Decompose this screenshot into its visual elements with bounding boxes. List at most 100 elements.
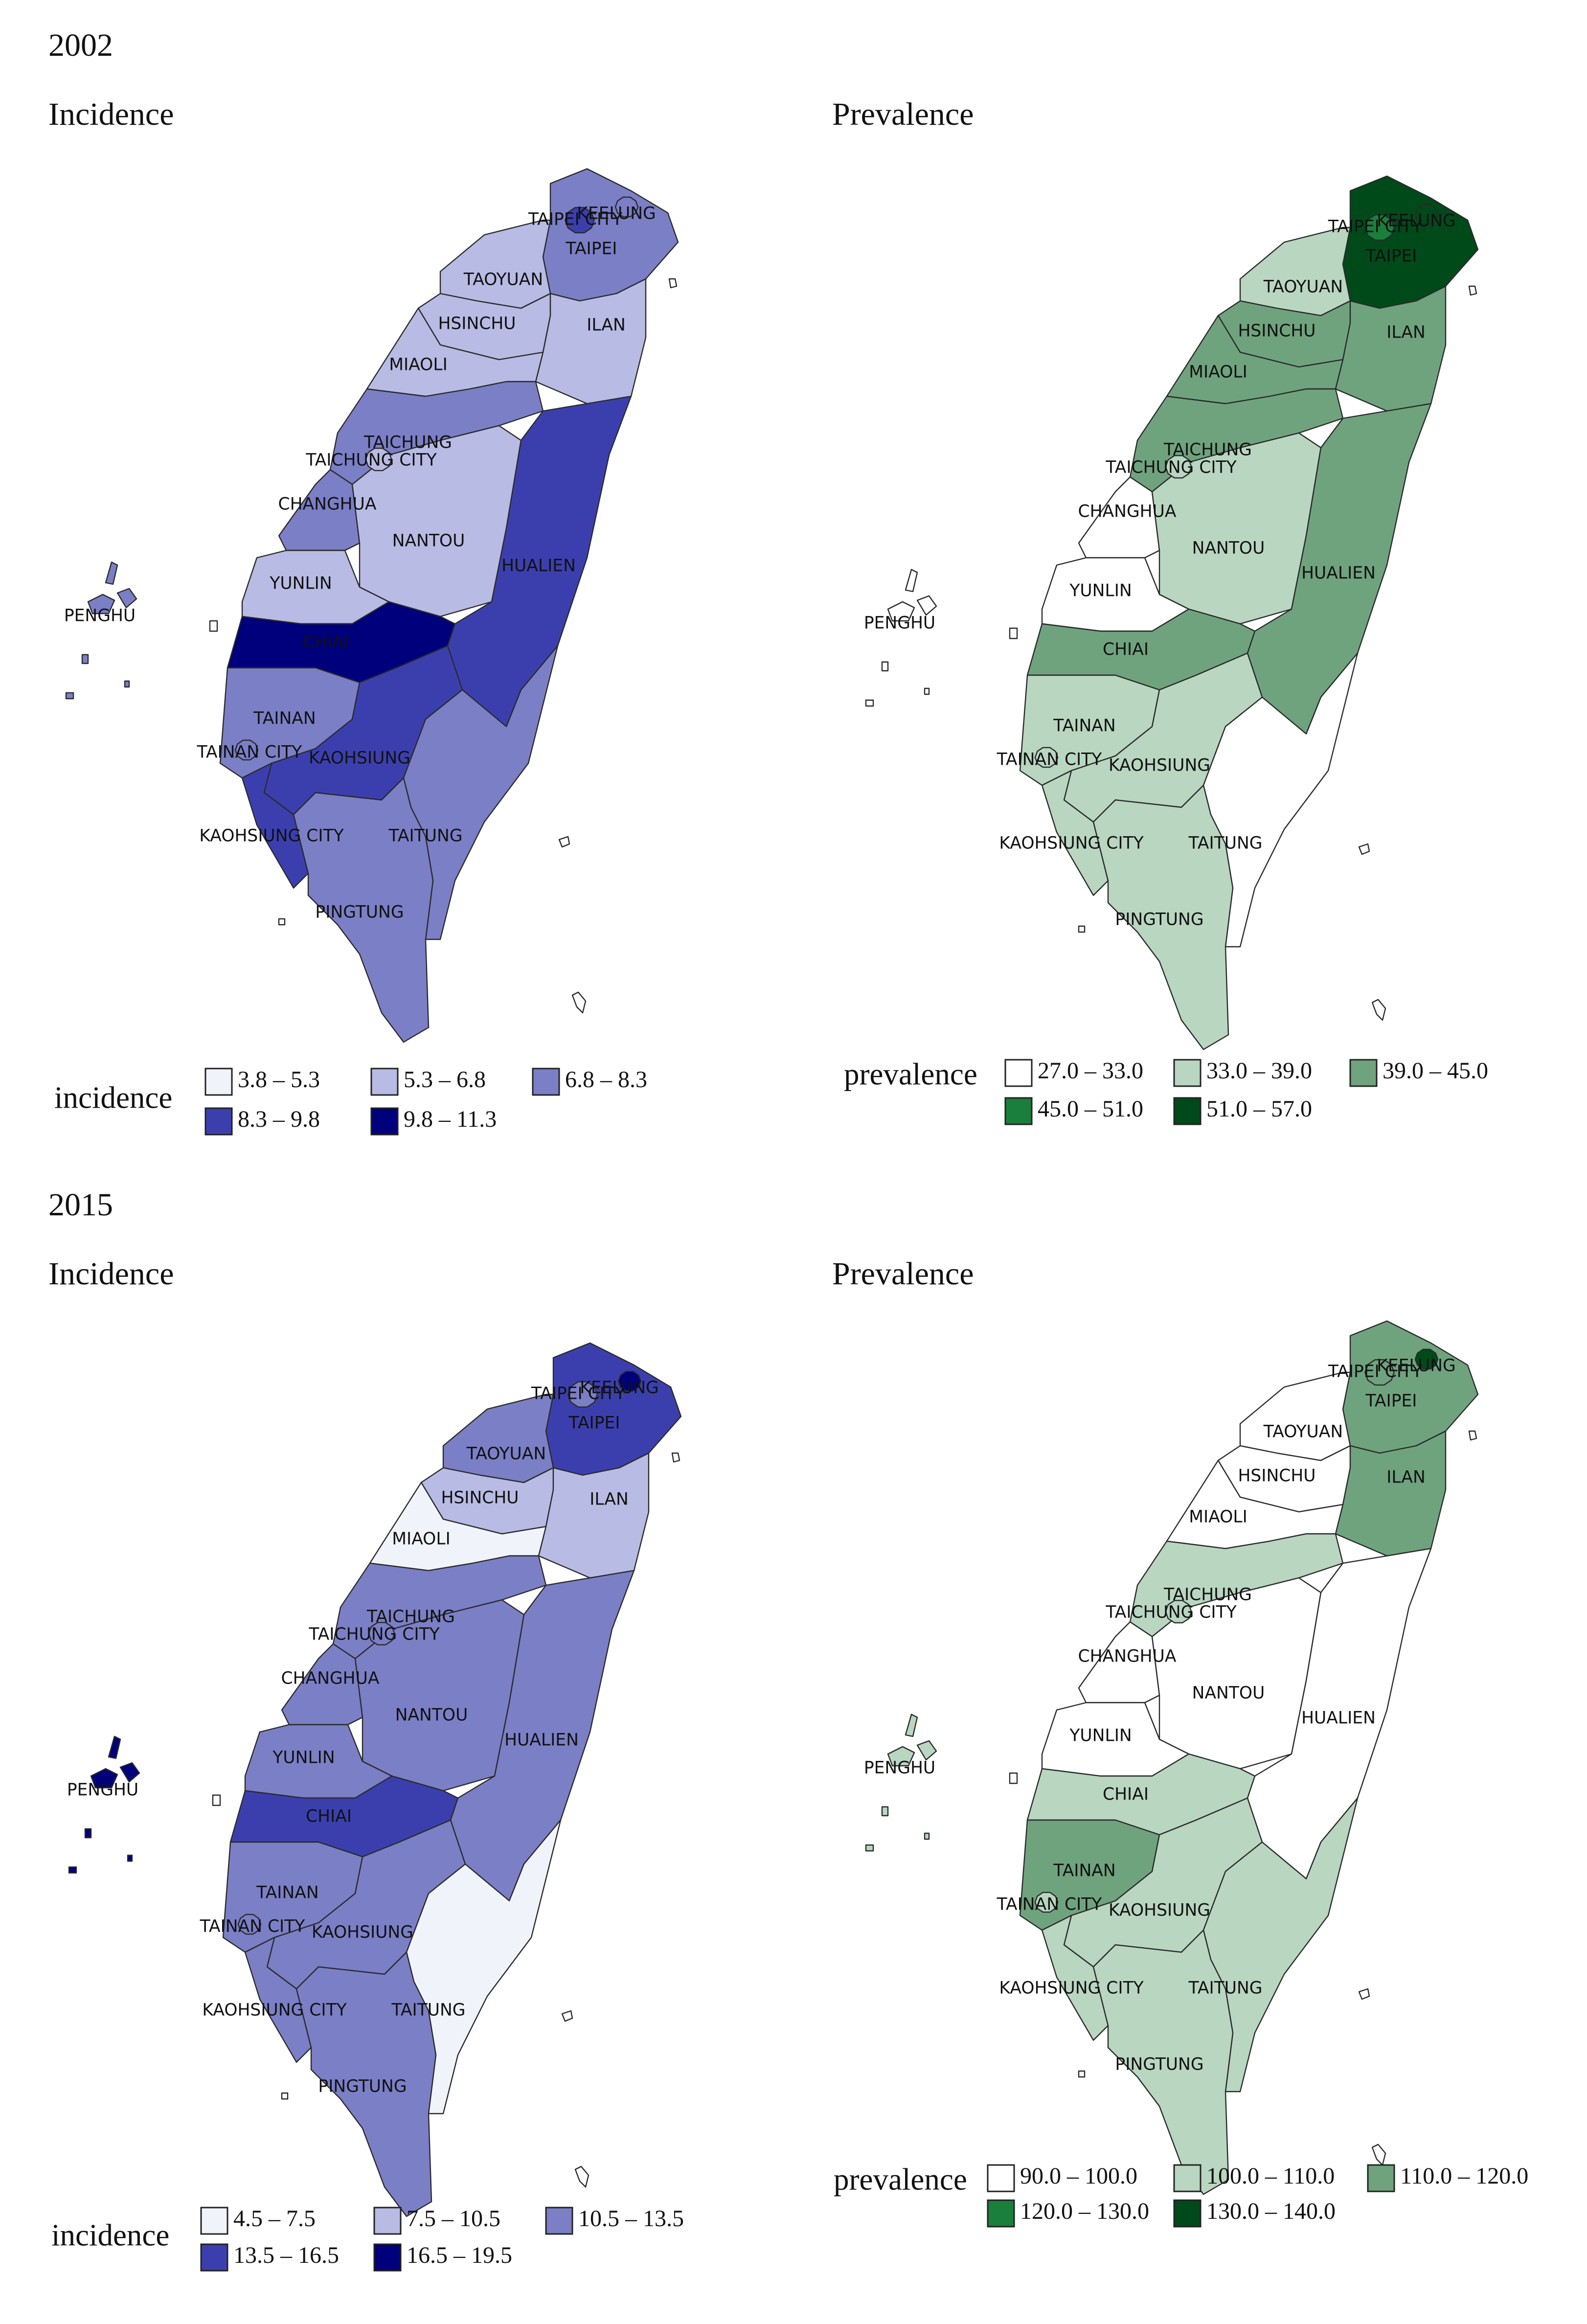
region bbox=[1092, 1929, 1234, 2195]
region bbox=[1034, 747, 1059, 768]
region-label: MIAOLI bbox=[1189, 363, 1247, 382]
region-label: TAINAN bbox=[1053, 1861, 1115, 1881]
legend-label: 5.3 – 6.8 bbox=[404, 1067, 486, 1093]
region-label: MIAOLI bbox=[389, 355, 448, 375]
region-label: YUNLIN bbox=[1069, 1726, 1132, 1746]
region-label: TAOYUAN bbox=[466, 1444, 546, 1464]
region bbox=[365, 448, 392, 472]
region bbox=[1165, 1600, 1192, 1624]
legend-swatch bbox=[204, 1068, 233, 1096]
region-label: KAOHSIUNG bbox=[1109, 1901, 1210, 1920]
region-label: TAICHUNG bbox=[1163, 1585, 1252, 1605]
legend-swatch bbox=[200, 2243, 228, 2272]
region-label: TAINAN bbox=[253, 709, 316, 729]
region bbox=[1342, 1320, 1479, 1454]
region-label: PENGHU bbox=[64, 606, 136, 626]
legend-swatch bbox=[200, 2207, 228, 2235]
region bbox=[865, 1713, 937, 1852]
island bbox=[212, 1794, 221, 1806]
legend-label: 51.0 – 57.0 bbox=[1206, 1096, 1312, 1122]
legend-label: 6.8 – 8.3 bbox=[565, 1067, 647, 1093]
region-label: PINGTUNG bbox=[315, 903, 404, 922]
legend-swatch bbox=[987, 2199, 1015, 2228]
legend-label: 16.5 – 19.5 bbox=[407, 2242, 512, 2268]
legend-swatch bbox=[532, 1068, 560, 1096]
region-label: HUALIEN bbox=[1301, 1709, 1376, 1728]
legend-swatch bbox=[987, 2164, 1015, 2192]
legend-swatch bbox=[545, 2207, 573, 2235]
region-label: YUNLIN bbox=[1069, 581, 1132, 601]
region-label: KEELUNG bbox=[1377, 1356, 1456, 1376]
region-label: CHANGHUA bbox=[1078, 502, 1177, 522]
island bbox=[1371, 999, 1386, 1021]
legend-label: 33.0 – 39.0 bbox=[1206, 1058, 1312, 1084]
legend-swatch bbox=[1004, 1059, 1033, 1087]
legend-label: 120.0 – 130.0 bbox=[1020, 2198, 1149, 2224]
region bbox=[293, 777, 434, 1043]
region-label: HSINCHU bbox=[1238, 321, 1315, 341]
region-label: PENGHU bbox=[864, 1758, 935, 1778]
region-label: KAOHSIUNG bbox=[309, 749, 410, 768]
legend-label: 45.0 – 51.0 bbox=[1038, 1096, 1143, 1122]
region-label: TAICHUNG bbox=[1163, 440, 1252, 460]
region-label: TAINAN CITY bbox=[997, 1895, 1103, 1914]
region bbox=[439, 219, 551, 309]
region-label: CHANGHUA bbox=[1078, 1647, 1177, 1666]
region bbox=[1239, 227, 1351, 317]
region-label: KAOHSIUNG CITY bbox=[999, 1979, 1144, 1998]
region bbox=[1034, 1891, 1059, 1913]
region-label: KAOHSIUNG bbox=[312, 1923, 413, 1942]
region-label: YUNLIN bbox=[272, 1748, 335, 1768]
island bbox=[1358, 1988, 1370, 2000]
region-label: ILAN bbox=[1386, 1468, 1426, 1487]
region bbox=[237, 1914, 262, 1935]
region-label: TAINAN CITY bbox=[200, 1917, 306, 1937]
region-label: NANTOU bbox=[395, 1706, 468, 1725]
region-label: TAIPEI CITY bbox=[1328, 1362, 1423, 1382]
region-label: CHANGHUA bbox=[281, 1669, 380, 1688]
region bbox=[567, 1381, 598, 1408]
region-label: TAINAN CITY bbox=[197, 743, 303, 762]
legend-swatch bbox=[1173, 2164, 1202, 2192]
map: PENGHU TAIPEI TAOYUAN HSINCHU ILAN MIAOLI TAIC… bbox=[67, 1342, 682, 2217]
region bbox=[1092, 784, 1234, 1050]
legend-swatch bbox=[373, 2207, 402, 2235]
legend-swatch bbox=[373, 2243, 402, 2272]
island bbox=[1009, 627, 1018, 639]
panel-title: Incidence bbox=[48, 1256, 174, 1292]
region-label: ILAN bbox=[1386, 323, 1426, 342]
legend-swatch bbox=[370, 1107, 399, 1136]
island bbox=[278, 918, 286, 926]
region-label: KEELUNG bbox=[1377, 211, 1456, 231]
region-label: MIAOLI bbox=[1189, 1507, 1247, 1527]
island bbox=[558, 836, 570, 848]
region-label: TAICHUNG CITY bbox=[1105, 1603, 1237, 1622]
region-label: PINGTUNG bbox=[1115, 910, 1203, 930]
region-label: TAIPEI bbox=[566, 239, 617, 259]
region-label: HUALIEN bbox=[501, 556, 576, 576]
region-label: KAOHSIUNG CITY bbox=[202, 2001, 347, 2020]
map: PENGHU TAIPEI TAOYUAN HSINCHU ILAN MIAOLI TAIC… bbox=[64, 168, 679, 1043]
region bbox=[617, 1370, 642, 1392]
legend-swatch bbox=[1173, 2199, 1202, 2228]
region-label: KAOHSIUNG CITY bbox=[999, 834, 1144, 853]
legend-label: 100.0 – 110.0 bbox=[1206, 2163, 1335, 2189]
island bbox=[1078, 2070, 1086, 2078]
island bbox=[574, 2165, 589, 2188]
legend-label: 39.0 – 45.0 bbox=[1383, 1058, 1488, 1084]
panel-title: Prevalence bbox=[832, 1256, 974, 1292]
region-label: TAITUNG bbox=[1188, 1979, 1262, 1998]
region-label: ILAN bbox=[587, 316, 626, 335]
legend-title: incidence bbox=[54, 1080, 172, 1115]
region bbox=[545, 1342, 682, 1476]
region bbox=[542, 168, 679, 302]
legend-title: incidence bbox=[51, 2218, 169, 2252]
island bbox=[561, 2010, 573, 2022]
region-label: HUALIEN bbox=[504, 1731, 579, 1750]
island bbox=[571, 991, 587, 1014]
region bbox=[1239, 1371, 1351, 1461]
island bbox=[1468, 1430, 1477, 1441]
region bbox=[565, 207, 595, 234]
legend-label: 4.5 – 7.5 bbox=[233, 2206, 316, 2232]
